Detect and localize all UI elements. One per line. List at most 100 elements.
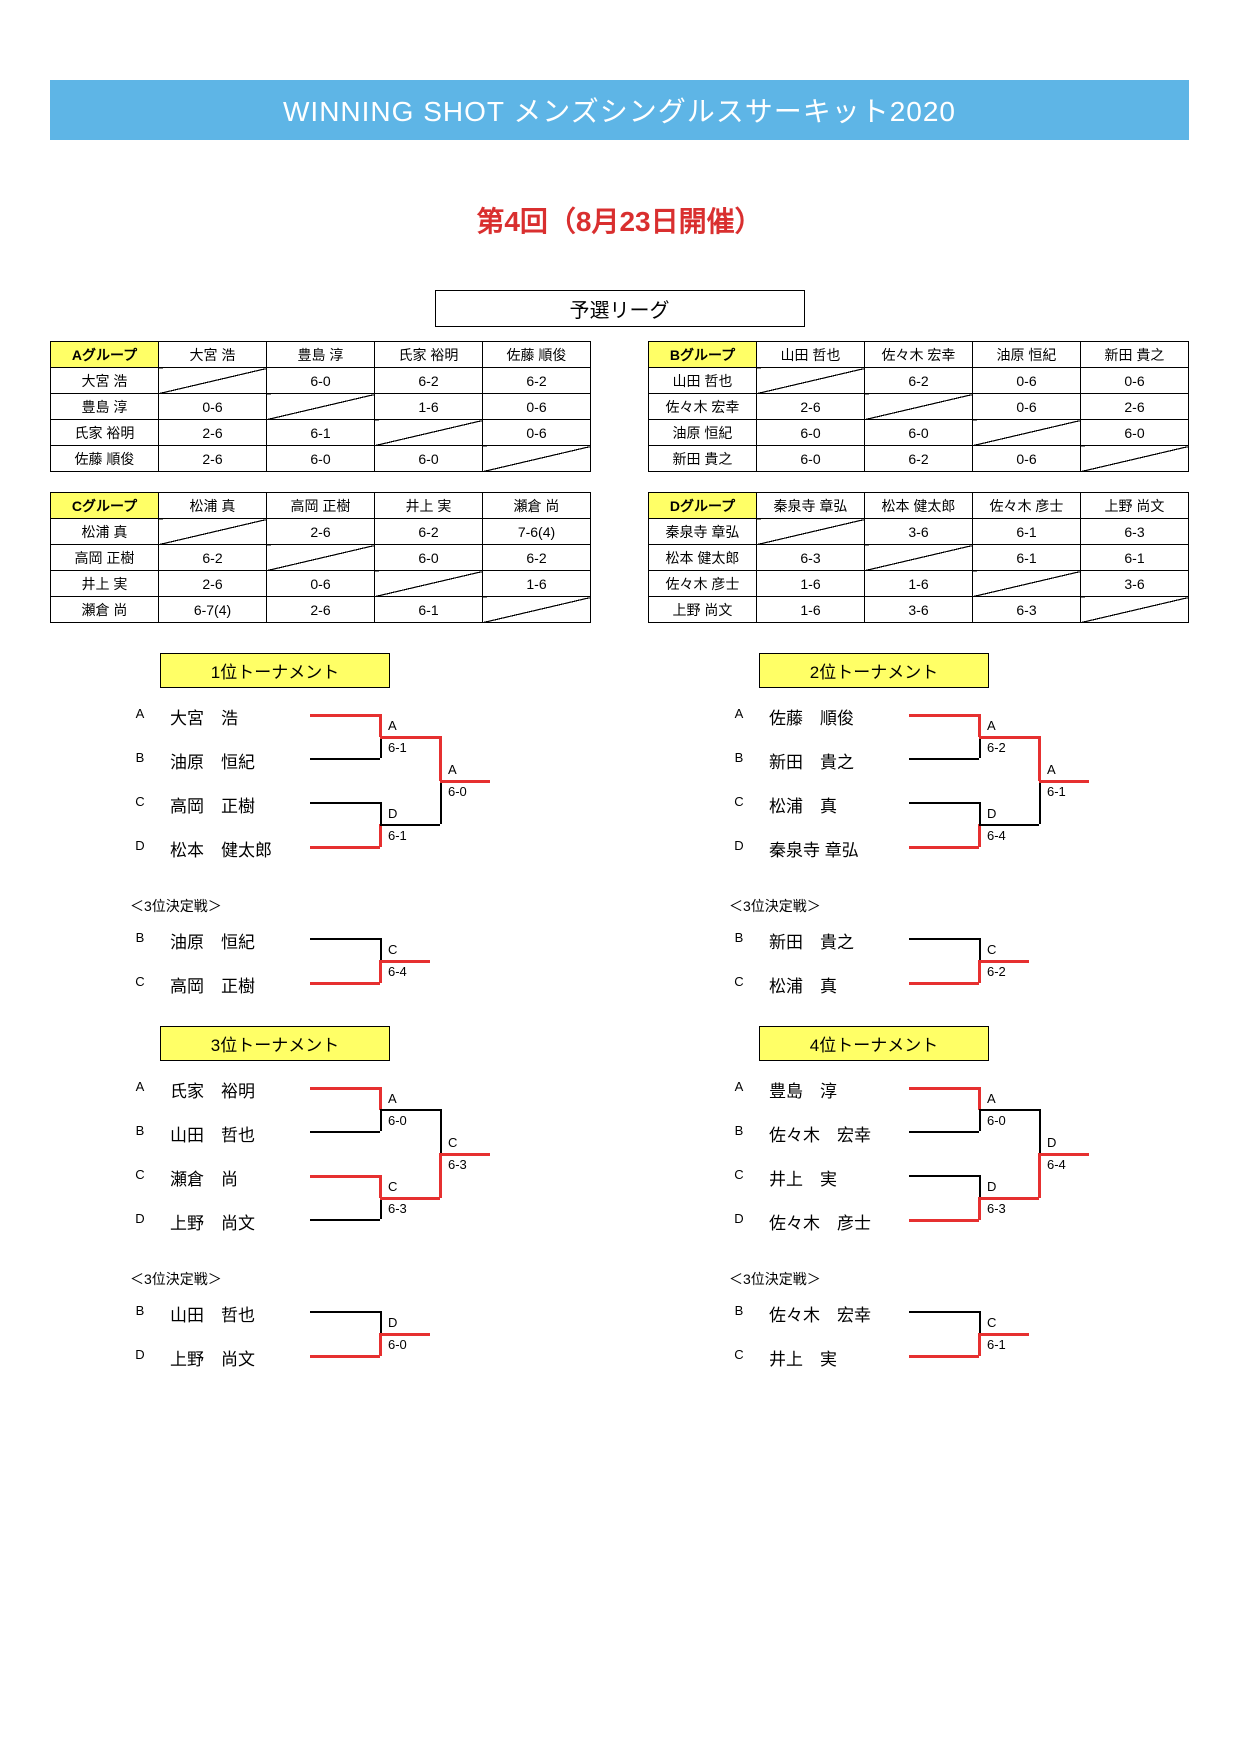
- result-cell: [483, 597, 591, 623]
- player-row-name: 上野 尚文: [649, 597, 757, 623]
- result-cell: 1-6: [483, 571, 591, 597]
- result-cell: 6-2: [375, 368, 483, 394]
- bracket-block: 3位トーナメント A氏家 裕明B山田 哲也C瀬倉 尚D上野 尚文A6-0C6-3C…: [50, 1016, 590, 1389]
- bracket-line: [379, 960, 382, 983]
- result-cell: 1-6: [865, 571, 973, 597]
- result-cell: [1081, 446, 1189, 472]
- winner-label: C: [388, 942, 397, 957]
- bracket-line: [379, 714, 382, 737]
- result-cell: 6-3: [973, 597, 1081, 623]
- bracket-title: 3位トーナメント: [160, 1026, 390, 1061]
- player-row-name: 氏家 裕明: [51, 420, 159, 446]
- bracket-player: 井上 実: [769, 1165, 837, 1190]
- bracket-player: 大宮 浩: [170, 704, 238, 729]
- bracket-line: [909, 982, 979, 985]
- score-label: 6-4: [987, 828, 1006, 843]
- player-header: 佐藤 順俊: [483, 342, 591, 368]
- bracket-title: 4位トーナメント: [759, 1026, 989, 1061]
- result-cell: 0-6: [1081, 368, 1189, 394]
- score-label: 6-1: [388, 828, 407, 843]
- third-place-title: ＜3位決定戦＞: [130, 896, 590, 916]
- section-label: 予選リーグ: [435, 290, 805, 327]
- player-row-name: 秦泉寺 章弘: [649, 519, 757, 545]
- bracket-player: 油原 恒紀: [170, 748, 255, 773]
- bracket-line: [979, 736, 1039, 739]
- result-cell: 2-6: [267, 597, 375, 623]
- bracket-4: A佐藤 順俊B新田 貴之C松浦 真D秦泉寺 章弘A6-2D6-4A6-1: [729, 702, 1189, 892]
- bracket-line: [439, 1153, 442, 1198]
- result-cell: 6-0: [267, 368, 375, 394]
- third-place-title: ＜3位決定戦＞: [130, 1269, 590, 1289]
- result-cell: 2-6: [1081, 394, 1189, 420]
- bracket-player: 高岡 正樹: [170, 792, 255, 817]
- bracket-4: A氏家 裕明B山田 哲也C瀬倉 尚D上野 尚文A6-0C6-3C6-3: [130, 1075, 590, 1265]
- result-cell: 6-1: [1081, 545, 1189, 571]
- seed-label: D: [130, 1347, 150, 1362]
- result-cell: [757, 368, 865, 394]
- player-row-name: 山田 哲也: [649, 368, 757, 394]
- result-cell: 6-3: [757, 545, 865, 571]
- bracket-line: [310, 846, 380, 849]
- winner-label: A: [987, 718, 996, 733]
- seed-label: D: [130, 838, 150, 853]
- bracket-player: 新田 貴之: [769, 928, 854, 953]
- result-cell: 0-6: [159, 394, 267, 420]
- bracket-line: [440, 780, 490, 783]
- seed-label: C: [130, 1167, 150, 1182]
- result-cell: 3-6: [1081, 571, 1189, 597]
- bracket-line: [310, 714, 380, 717]
- score-label: 6-2: [987, 964, 1006, 979]
- score-label: 6-0: [448, 784, 467, 799]
- winner-label: D: [987, 806, 996, 821]
- bracket-player: 山田 哲也: [170, 1301, 255, 1326]
- result-cell: 2-6: [159, 420, 267, 446]
- bracket-2: B佐々木 宏幸C井上 実C6-1: [729, 1299, 1189, 1389]
- seed-label: C: [729, 1347, 749, 1362]
- winner-label: A: [1047, 762, 1056, 777]
- bracket-player: 豊島 淳: [769, 1077, 837, 1102]
- bracket-line: [978, 1333, 981, 1356]
- result-cell: [1081, 597, 1189, 623]
- bracket-player: 松本 健太郎: [170, 836, 272, 861]
- result-cell: [973, 571, 1081, 597]
- bracket-player: 氏家 裕明: [170, 1077, 255, 1102]
- result-cell: 0-6: [483, 394, 591, 420]
- bracket-player: 佐々木 宏幸: [769, 1301, 871, 1326]
- bracket-line: [310, 982, 380, 985]
- result-cell: 6-0: [757, 420, 865, 446]
- player-header: 瀬倉 尚: [483, 493, 591, 519]
- winner-label: D: [1047, 1135, 1056, 1150]
- player-header: 松浦 真: [159, 493, 267, 519]
- bracket-line: [909, 802, 979, 804]
- bracket-player: 上野 尚文: [170, 1209, 255, 1234]
- seed-label: D: [729, 1211, 749, 1226]
- player-header: 油原 恒紀: [973, 342, 1081, 368]
- winner-label: D: [388, 806, 397, 821]
- bracket-line: [310, 1175, 380, 1178]
- bracket-line: [909, 1175, 979, 1177]
- seed-label: B: [130, 1303, 150, 1318]
- result-cell: [267, 545, 375, 571]
- score-label: 6-4: [388, 964, 407, 979]
- result-cell: 6-1: [375, 597, 483, 623]
- bracket-block: 4位トーナメントA豊島 淳B佐々木 宏幸C井上 実D佐々木 彦士A6-0D6-3…: [649, 1016, 1189, 1389]
- seed-label: C: [130, 974, 150, 989]
- player-row-name: 佐々木 宏幸: [649, 394, 757, 420]
- player-header: 氏家 裕明: [375, 342, 483, 368]
- seed-label: B: [130, 750, 150, 765]
- result-cell: 2-6: [159, 446, 267, 472]
- player-header: 山田 哲也: [757, 342, 865, 368]
- bracket-title: 1位トーナメント: [160, 653, 390, 688]
- result-cell: 6-0: [865, 420, 973, 446]
- bracket-line: [1039, 1153, 1089, 1156]
- group-table: Dグループ秦泉寺 章弘松本 健太郎佐々木 彦士上野 尚文秦泉寺 章弘3-66-1…: [648, 492, 1189, 623]
- result-cell: [375, 571, 483, 597]
- bracket-line: [979, 1197, 1039, 1200]
- bracket-line: [909, 758, 979, 760]
- bracket-line: [978, 1197, 981, 1220]
- bracket-4: A豊島 淳B佐々木 宏幸C井上 実D佐々木 彦士A6-0D6-3D6-4: [729, 1075, 1189, 1265]
- winner-label: C: [448, 1135, 457, 1150]
- group-name-header: Cグループ: [51, 493, 159, 519]
- bracket-line: [909, 846, 979, 849]
- result-cell: 0-6: [973, 394, 1081, 420]
